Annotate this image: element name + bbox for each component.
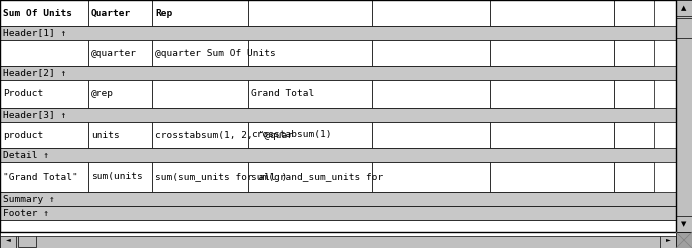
Text: ◄: ◄ bbox=[6, 238, 10, 243]
Bar bbox=[88, 80, 152, 108]
Bar bbox=[372, 40, 490, 66]
Text: units: units bbox=[91, 130, 120, 139]
Bar bbox=[88, 0, 152, 26]
Bar bbox=[614, 162, 654, 192]
Bar bbox=[660, 232, 676, 248]
Text: Rep: Rep bbox=[155, 8, 172, 18]
Text: ▲: ▲ bbox=[682, 5, 686, 11]
Bar bbox=[248, 162, 372, 192]
Bar bbox=[0, 122, 88, 148]
Bar bbox=[490, 122, 614, 148]
Bar bbox=[88, 162, 152, 192]
Bar bbox=[0, 220, 676, 236]
Bar bbox=[676, 18, 692, 38]
Text: Quarter: Quarter bbox=[91, 8, 131, 18]
Text: ▼: ▼ bbox=[682, 221, 686, 227]
Text: product: product bbox=[3, 130, 43, 139]
Bar bbox=[152, 40, 248, 66]
Bar bbox=[490, 0, 614, 26]
Text: crosstabsum(1): crosstabsum(1) bbox=[251, 130, 331, 139]
Bar bbox=[614, 0, 654, 26]
Text: ►: ► bbox=[666, 238, 671, 243]
Bar bbox=[248, 0, 372, 26]
Bar bbox=[18, 233, 36, 247]
Bar bbox=[152, 0, 248, 26]
Text: sum(units: sum(units bbox=[91, 173, 143, 182]
Bar bbox=[0, 40, 88, 66]
Bar bbox=[676, 232, 692, 248]
Text: sum(sum_units for all ): sum(sum_units for all ) bbox=[155, 173, 287, 182]
Bar bbox=[614, 40, 654, 66]
Text: Header[2] ↑: Header[2] ↑ bbox=[3, 68, 66, 77]
Bar bbox=[0, 192, 676, 206]
Text: crosstabsum(1, 2, "@quar: crosstabsum(1, 2, "@quar bbox=[155, 130, 293, 139]
Text: Grand Total: Grand Total bbox=[251, 90, 314, 98]
Bar bbox=[676, 0, 692, 16]
Text: @quarter: @quarter bbox=[91, 49, 137, 58]
Text: @rep: @rep bbox=[91, 90, 114, 98]
Bar bbox=[0, 66, 676, 80]
Text: Header[3] ↑: Header[3] ↑ bbox=[3, 111, 66, 120]
Text: Summary ↑: Summary ↑ bbox=[3, 194, 55, 204]
Bar bbox=[676, 216, 692, 232]
Bar bbox=[248, 40, 372, 66]
Bar bbox=[152, 162, 248, 192]
Bar bbox=[372, 80, 490, 108]
Bar bbox=[88, 40, 152, 66]
Bar bbox=[0, 162, 88, 192]
Bar bbox=[248, 122, 372, 148]
Text: Detail ↑: Detail ↑ bbox=[3, 151, 49, 159]
Text: Header[1] ↑: Header[1] ↑ bbox=[3, 29, 66, 37]
Bar bbox=[0, 26, 676, 40]
Bar bbox=[0, 206, 676, 220]
Bar bbox=[152, 122, 248, 148]
Bar bbox=[614, 80, 654, 108]
Bar bbox=[0, 232, 676, 248]
Bar bbox=[0, 0, 88, 26]
Text: @quarter Sum Of Units: @quarter Sum Of Units bbox=[155, 49, 275, 58]
Bar bbox=[0, 232, 16, 248]
Bar bbox=[0, 80, 88, 108]
Text: "Grand Total": "Grand Total" bbox=[3, 173, 78, 182]
Bar bbox=[490, 80, 614, 108]
Text: Footer ↑: Footer ↑ bbox=[3, 209, 49, 217]
Text: Product: Product bbox=[3, 90, 43, 98]
Bar bbox=[676, 0, 692, 232]
Bar bbox=[152, 80, 248, 108]
Bar bbox=[490, 40, 614, 66]
Text: Sum Of Units: Sum Of Units bbox=[3, 8, 72, 18]
Bar bbox=[372, 0, 490, 26]
Bar bbox=[372, 122, 490, 148]
Bar bbox=[88, 122, 152, 148]
Bar bbox=[372, 162, 490, 192]
Bar bbox=[0, 108, 676, 122]
Text: sum(grand_sum_units for: sum(grand_sum_units for bbox=[251, 173, 383, 182]
Bar bbox=[248, 80, 372, 108]
Bar bbox=[490, 162, 614, 192]
Bar bbox=[0, 148, 676, 162]
Bar bbox=[614, 122, 654, 148]
